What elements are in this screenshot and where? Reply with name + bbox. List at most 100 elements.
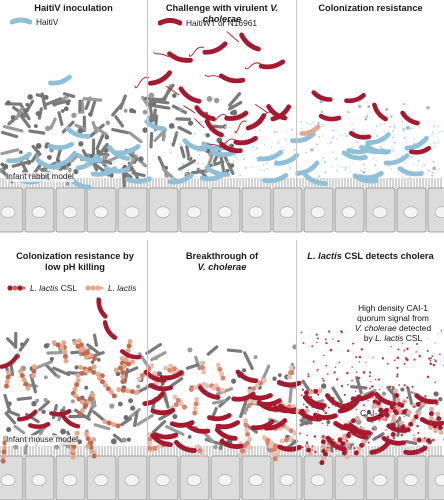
cai1-dot bbox=[352, 402, 355, 405]
mucus-speck bbox=[212, 163, 214, 166]
vibrio-killed bbox=[408, 145, 432, 155]
cai1-dot bbox=[406, 396, 409, 399]
haitiV-bacterium bbox=[404, 135, 429, 151]
virulent-vibrio bbox=[333, 420, 358, 431]
cell-nucleus bbox=[310, 474, 326, 487]
debris bbox=[320, 110, 323, 114]
virulent-vibrio bbox=[350, 391, 375, 402]
coccus bbox=[156, 371, 163, 377]
commensal-rod bbox=[228, 92, 242, 107]
cai1-dot bbox=[321, 422, 324, 425]
lactis-csl-chain bbox=[317, 388, 323, 394]
debris bbox=[347, 110, 350, 114]
haitiV-bacterium bbox=[289, 131, 316, 144]
cai1-dot bbox=[305, 423, 308, 426]
mucus-speck bbox=[391, 129, 395, 133]
panel5-title: Breakthrough of V. cholerae bbox=[148, 251, 296, 273]
virulent-vibrio bbox=[148, 383, 174, 392]
commensal-rod bbox=[145, 342, 162, 355]
lactis-chain bbox=[271, 452, 277, 458]
lactis-csl-chain bbox=[111, 393, 117, 399]
cell-nucleus bbox=[62, 206, 78, 218]
mucus-speck bbox=[263, 143, 266, 145]
lactis-csl-chain bbox=[399, 402, 405, 408]
lactis-chain bbox=[163, 365, 169, 371]
cai1-dot bbox=[390, 401, 393, 404]
mucus-speck bbox=[173, 131, 176, 134]
coccus bbox=[346, 444, 353, 451]
coccus bbox=[123, 108, 128, 113]
cell-nucleus bbox=[310, 206, 326, 218]
virulent-vibrio bbox=[303, 394, 327, 408]
virulent-vibrio bbox=[150, 433, 173, 448]
mucus-speck bbox=[269, 153, 272, 156]
mucus-speck bbox=[229, 175, 231, 178]
panel1-legend: HaitiV bbox=[10, 17, 58, 27]
lactis-chain bbox=[242, 442, 248, 448]
cai1-label: CAI-1 bbox=[360, 408, 382, 418]
cai1-dot bbox=[381, 436, 383, 438]
lactis-csl-chain bbox=[392, 388, 398, 394]
mucus-speck bbox=[413, 163, 415, 165]
coccus bbox=[71, 112, 77, 119]
virulent-vibrio bbox=[414, 393, 439, 405]
mucus-speck bbox=[300, 127, 303, 130]
lactis-csl-chain bbox=[402, 409, 408, 415]
haitiV-bacterium bbox=[295, 160, 320, 176]
coccus bbox=[253, 355, 258, 360]
mucus-speck bbox=[437, 170, 439, 172]
lactis-chain bbox=[252, 399, 258, 405]
coccus bbox=[213, 97, 220, 104]
lactis-csl-chain bbox=[353, 450, 359, 456]
coccus bbox=[187, 347, 193, 353]
commensal-rod bbox=[243, 351, 254, 371]
cai1-dot bbox=[396, 375, 399, 378]
mucus-speck bbox=[286, 130, 288, 133]
mucus-speck bbox=[234, 155, 237, 158]
lactis-csl-chain bbox=[78, 364, 84, 370]
debris bbox=[403, 103, 406, 106]
cai1-dot bbox=[325, 341, 328, 345]
lactis-csl-chain bbox=[25, 385, 31, 391]
virulent-vibrio bbox=[198, 385, 221, 400]
mucus-speck bbox=[417, 164, 419, 166]
commensal-rod bbox=[138, 352, 150, 369]
haitiV-bacterium bbox=[341, 150, 368, 161]
lactis-csl-chain bbox=[408, 421, 414, 427]
lactis-chain bbox=[149, 363, 155, 369]
coccus bbox=[45, 125, 51, 132]
mucus-speck bbox=[229, 126, 231, 129]
cai1-dot bbox=[307, 386, 310, 389]
lactis-chain bbox=[217, 366, 223, 372]
lactis-chain bbox=[201, 381, 207, 387]
commensal-rod bbox=[185, 144, 191, 160]
infant-rabbit-label: Infant rabbit model bbox=[6, 172, 74, 182]
mucus-speck bbox=[348, 165, 350, 167]
cai1-dot bbox=[324, 338, 327, 341]
cai1-dot bbox=[317, 410, 319, 413]
coccus bbox=[109, 403, 115, 409]
commensal-rod bbox=[11, 160, 30, 168]
commensal-rod bbox=[151, 420, 167, 434]
haitiV-bacterium bbox=[75, 153, 99, 171]
lactis-csl-chain bbox=[125, 347, 131, 353]
mucus-speck bbox=[315, 143, 319, 146]
lactis-csl-chain bbox=[85, 436, 91, 442]
debris bbox=[367, 105, 371, 109]
lactis-csl-chain bbox=[304, 390, 310, 396]
coccus bbox=[206, 96, 213, 102]
lactis-chain bbox=[220, 387, 226, 393]
commensal-rod bbox=[120, 417, 132, 427]
cai1-dot bbox=[368, 375, 371, 378]
lactis-csl-chain bbox=[83, 402, 89, 408]
mucus-speck bbox=[290, 177, 293, 180]
coccus bbox=[326, 419, 331, 424]
flagellum bbox=[204, 74, 222, 79]
commensal-rod bbox=[131, 171, 146, 178]
debris bbox=[366, 115, 369, 118]
lactis-csl-chain bbox=[106, 420, 112, 426]
mucus-speck bbox=[349, 170, 352, 173]
cai1-dot bbox=[393, 408, 396, 411]
cell-nucleus bbox=[0, 474, 16, 487]
cai1-dot bbox=[326, 373, 329, 375]
